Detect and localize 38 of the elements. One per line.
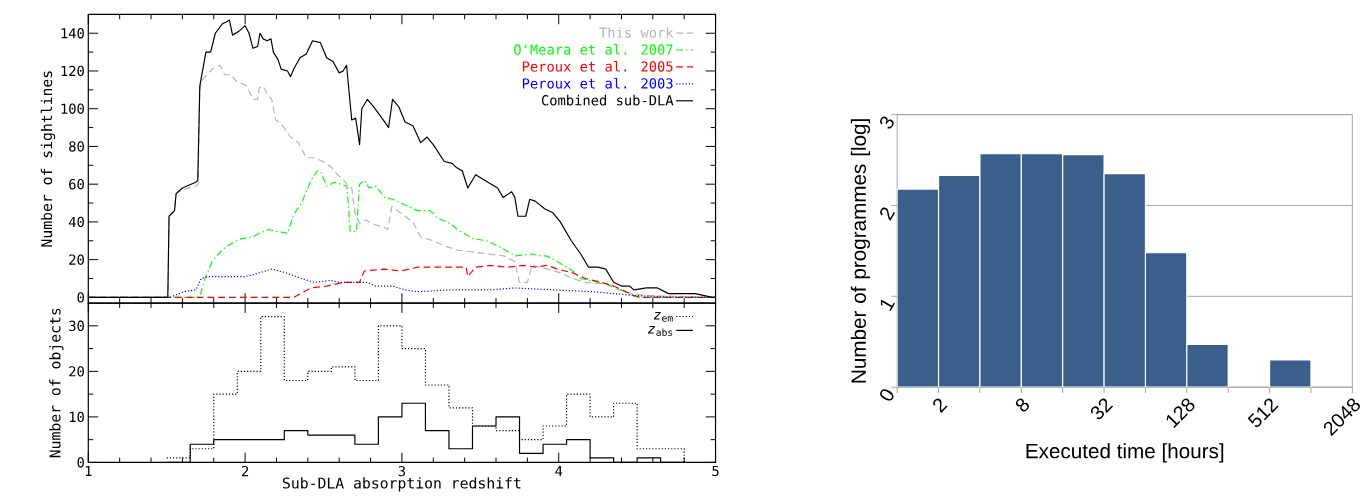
- y-tick-label: 100: [61, 103, 84, 114]
- y-tick-label: 20: [69, 366, 84, 377]
- x-tick-label: 512: [1247, 398, 1279, 428]
- x-tick-label: 8: [1015, 398, 1029, 412]
- y-tick-label: 0: [77, 457, 84, 468]
- y-tick-label: 0: [880, 389, 894, 401]
- y-tick-label: 120: [61, 65, 84, 77]
- y-tick-label: 80: [69, 141, 84, 152]
- x-tick-label: 1: [85, 465, 92, 477]
- y-tick-label: 3: [880, 116, 894, 129]
- y-axis-title: Number of sightlines: [40, 71, 56, 247]
- legend-label: Peroux et al. 2005: [522, 61, 673, 72]
- x-tick-label: 4: [555, 465, 563, 477]
- x-axis-title: Executed time [hours]: [1026, 443, 1224, 463]
- legend-label: Peroux et al. 2003: [522, 77, 673, 89]
- y-tick-label: 0: [77, 292, 84, 303]
- y-tick-label: 140: [61, 28, 84, 39]
- y-tick-label: 10: [69, 411, 84, 423]
- x-tick-label: 128: [1166, 398, 1195, 429]
- y-tick-label: 60: [69, 179, 84, 190]
- x-tick-label: 2: [241, 465, 249, 477]
- x-tick-label: 3: [398, 465, 406, 477]
- legend-label: z$_{em}$: [653, 312, 673, 322]
- legend-label: z$_{abs}$: [647, 325, 673, 337]
- y-tick-label: 20: [69, 254, 84, 265]
- y-axis-title: Number of objects: [49, 308, 64, 458]
- x-axis-title: Sub-DLA absorption redshift: [282, 477, 521, 492]
- legend-label: Combined sub-DLA: [541, 94, 674, 106]
- legend-label: This work: [599, 27, 674, 38]
- y-tick-label: 2: [880, 207, 895, 221]
- x-tick-label: 5: [712, 465, 719, 477]
- y-tick-label: 30: [69, 320, 84, 332]
- y-axis-title: Number of programmes [log]: [850, 119, 871, 383]
- y-tick-label: 40: [68, 216, 84, 228]
- y-tick-label: 1: [880, 299, 895, 311]
- x-tick-label: 2: [933, 398, 948, 413]
- legend-label: O'Meara et al. 2007: [514, 44, 673, 55]
- x-tick-label: 32: [1090, 398, 1114, 420]
